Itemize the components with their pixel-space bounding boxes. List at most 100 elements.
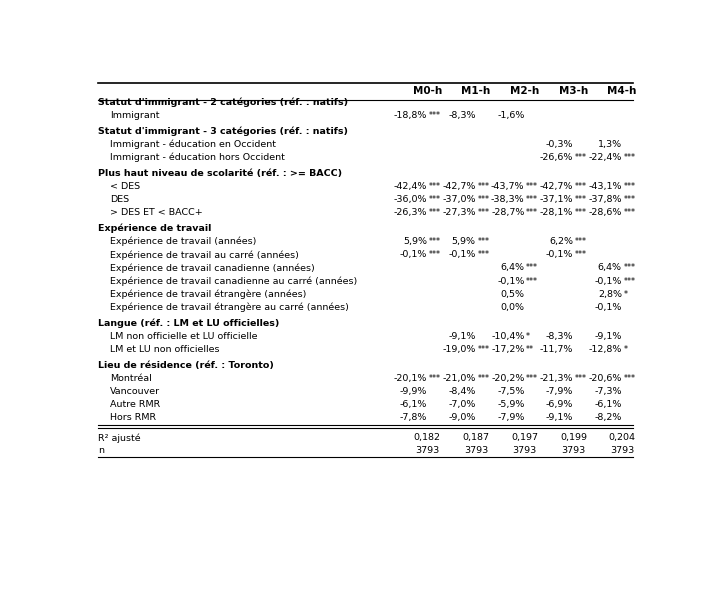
Text: -20,6%: -20,6% <box>589 374 622 383</box>
Text: ***: *** <box>623 263 635 272</box>
Text: -0,1%: -0,1% <box>497 276 525 285</box>
Text: -28,6%: -28,6% <box>589 208 622 217</box>
Text: Immigrant - éducation en Occident: Immigrant - éducation en Occident <box>110 140 276 149</box>
Text: -7,5%: -7,5% <box>497 387 525 396</box>
Text: -22,4%: -22,4% <box>589 153 622 162</box>
Text: ***: *** <box>623 374 635 383</box>
Text: ***: *** <box>429 250 441 259</box>
Text: -17,2%: -17,2% <box>491 345 525 354</box>
Text: **: ** <box>526 345 534 354</box>
Text: 0,187: 0,187 <box>462 433 489 442</box>
Text: ***: *** <box>623 182 635 191</box>
Text: ***: *** <box>429 374 441 383</box>
Text: Montréal: Montréal <box>110 374 152 383</box>
Text: > DES ET < BACC+: > DES ET < BACC+ <box>110 208 203 217</box>
Text: -0,1%: -0,1% <box>594 303 622 312</box>
Text: -8,4%: -8,4% <box>448 387 476 396</box>
Text: M1-h: M1-h <box>462 87 491 96</box>
Text: 3793: 3793 <box>415 447 439 456</box>
Text: < DES: < DES <box>110 182 140 191</box>
Text: 0,182: 0,182 <box>414 433 441 442</box>
Text: ***: *** <box>477 345 489 354</box>
Text: -18,8%: -18,8% <box>394 111 427 120</box>
Text: -37,1%: -37,1% <box>539 195 573 204</box>
Text: -26,3%: -26,3% <box>393 208 427 217</box>
Text: -9,0%: -9,0% <box>448 413 476 422</box>
Text: LM et LU non officielles: LM et LU non officielles <box>110 345 220 354</box>
Text: Expérience de travail canadienne (années): Expérience de travail canadienne (années… <box>110 263 315 273</box>
Text: -38,3%: -38,3% <box>491 195 525 204</box>
Text: Expérience de travail au carré (années): Expérience de travail au carré (années) <box>110 250 299 260</box>
Text: ***: *** <box>575 153 587 162</box>
Text: 3793: 3793 <box>561 447 585 456</box>
Text: 6,2%: 6,2% <box>549 237 573 246</box>
Text: -36,0%: -36,0% <box>393 195 427 204</box>
Text: -26,6%: -26,6% <box>540 153 573 162</box>
Text: ***: *** <box>575 250 587 259</box>
Text: -9,1%: -9,1% <box>546 413 573 422</box>
Text: ***: *** <box>526 374 538 383</box>
Text: ***: *** <box>575 195 587 204</box>
Text: 6,4%: 6,4% <box>598 263 622 272</box>
Text: -42,7%: -42,7% <box>540 182 573 191</box>
Text: Expérience de travail: Expérience de travail <box>98 224 212 233</box>
Text: 0,197: 0,197 <box>511 433 538 442</box>
Text: ***: *** <box>526 195 538 204</box>
Text: ***: *** <box>575 208 587 217</box>
Text: ***: *** <box>623 195 635 204</box>
Text: -42,7%: -42,7% <box>443 182 476 191</box>
Text: Lieu de résidence (réf. : Toronto): Lieu de résidence (réf. : Toronto) <box>98 361 274 370</box>
Text: Statut d'immigrant - 2 catégories (réf. : natifs): Statut d'immigrant - 2 catégories (réf. … <box>98 98 348 107</box>
Text: 3793: 3793 <box>610 447 634 456</box>
Text: ***: *** <box>526 276 538 285</box>
Text: ***: *** <box>429 195 441 204</box>
Text: -19,0%: -19,0% <box>443 345 476 354</box>
Text: -37,8%: -37,8% <box>588 195 622 204</box>
Text: M4-h: M4-h <box>607 87 637 96</box>
Text: 5,9%: 5,9% <box>403 237 427 246</box>
Text: ***: *** <box>429 182 441 191</box>
Text: ***: *** <box>477 237 489 246</box>
Text: -7,3%: -7,3% <box>594 387 622 396</box>
Text: -6,1%: -6,1% <box>594 400 622 409</box>
Text: ***: *** <box>429 111 441 120</box>
Text: -21,3%: -21,3% <box>539 374 573 383</box>
Text: M2-h: M2-h <box>510 87 539 96</box>
Text: ***: *** <box>575 237 587 246</box>
Text: -0,1%: -0,1% <box>594 276 622 285</box>
Text: -42,4%: -42,4% <box>394 182 427 191</box>
Text: -28,1%: -28,1% <box>540 208 573 217</box>
Text: 0,204: 0,204 <box>609 433 635 442</box>
Text: -0,1%: -0,1% <box>546 250 573 259</box>
Text: ***: *** <box>477 182 489 191</box>
Text: Expérience de travail (années): Expérience de travail (années) <box>110 237 256 247</box>
Text: 0,199: 0,199 <box>560 433 587 442</box>
Text: -43,7%: -43,7% <box>491 182 525 191</box>
Text: Langue (réf. : LM et LU officielles): Langue (réf. : LM et LU officielles) <box>98 318 280 328</box>
Text: Autre RMR: Autre RMR <box>110 400 160 409</box>
Text: Statut d'immigrant - 3 catégories (réf. : natifs): Statut d'immigrant - 3 catégories (réf. … <box>98 127 348 136</box>
Text: ***: *** <box>526 263 538 272</box>
Text: -7,9%: -7,9% <box>546 387 573 396</box>
Text: 2,8%: 2,8% <box>598 290 622 298</box>
Text: Expérience de travail étrangère (années): Expérience de travail étrangère (années) <box>110 290 306 299</box>
Text: 0,0%: 0,0% <box>501 303 525 312</box>
Text: -8,2%: -8,2% <box>594 413 622 422</box>
Text: -7,0%: -7,0% <box>448 400 476 409</box>
Text: ***: *** <box>477 195 489 204</box>
Text: 3793: 3793 <box>513 447 537 456</box>
Text: -27,3%: -27,3% <box>442 208 476 217</box>
Text: ***: *** <box>477 208 489 217</box>
Text: DES: DES <box>110 195 129 204</box>
Text: Vancouver: Vancouver <box>110 387 160 396</box>
Text: -9,1%: -9,1% <box>594 332 622 341</box>
Text: -7,8%: -7,8% <box>400 413 427 422</box>
Text: ***: *** <box>526 182 538 191</box>
Text: ***: *** <box>575 374 587 383</box>
Text: ***: *** <box>477 250 489 259</box>
Text: Expérience de travail étrangère au carré (années): Expérience de travail étrangère au carré… <box>110 303 349 312</box>
Text: 6,4%: 6,4% <box>501 263 525 272</box>
Text: -5,9%: -5,9% <box>497 400 525 409</box>
Text: *: * <box>623 290 628 298</box>
Text: -0,3%: -0,3% <box>546 140 573 149</box>
